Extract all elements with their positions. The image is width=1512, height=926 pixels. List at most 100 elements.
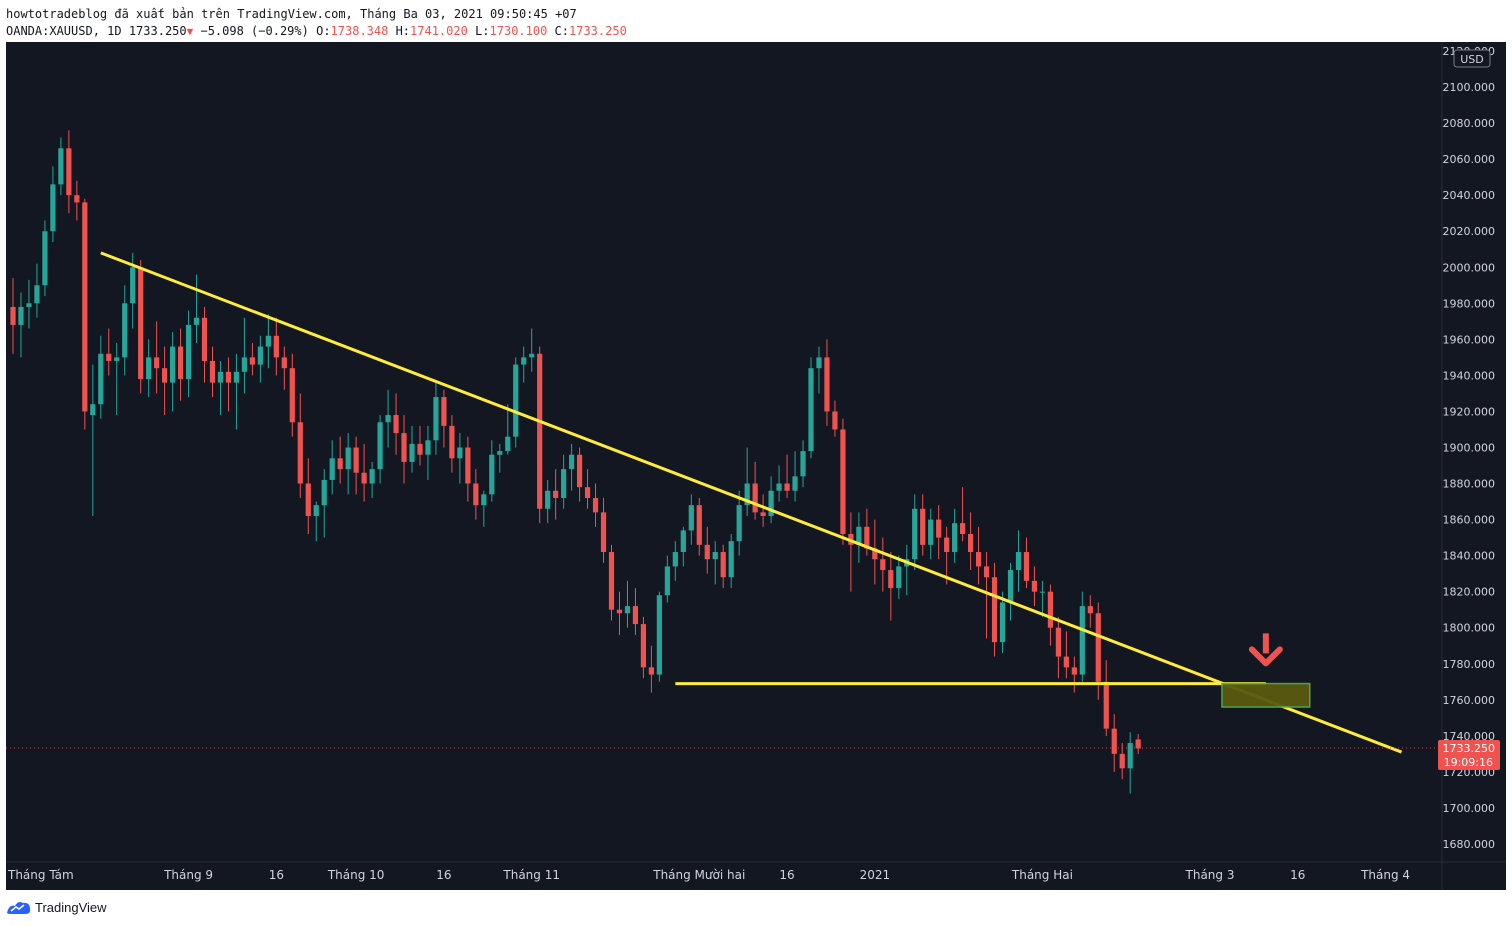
candle-body bbox=[840, 429, 846, 534]
x-tick-label: 2021 bbox=[860, 868, 891, 882]
candle-body bbox=[776, 483, 782, 491]
candle-body bbox=[1039, 591, 1046, 593]
candle-body bbox=[233, 371, 240, 383]
candle-body bbox=[768, 490, 774, 516]
candle-body bbox=[50, 184, 56, 232]
candle-body bbox=[888, 570, 894, 589]
open-value: 1738.348 bbox=[330, 24, 389, 38]
candle-body bbox=[999, 602, 1006, 643]
candle-body bbox=[162, 368, 168, 383]
candle-body bbox=[457, 447, 463, 459]
candle-body bbox=[193, 317, 200, 325]
candle-body bbox=[553, 490, 559, 498]
y-tick-label: 1880.000 bbox=[1443, 478, 1496, 491]
candle-body bbox=[361, 472, 367, 484]
candle-body bbox=[1047, 591, 1053, 628]
candle-body bbox=[576, 454, 583, 488]
tradingview-logo-icon bbox=[7, 902, 31, 914]
candle-body bbox=[640, 624, 647, 668]
candle-body bbox=[968, 534, 974, 553]
candle-body bbox=[489, 454, 495, 495]
candle-body bbox=[185, 324, 192, 380]
time-axis[interactable] bbox=[6, 862, 1506, 890]
candle-body bbox=[792, 476, 798, 491]
arrow-head-icon bbox=[1248, 646, 1283, 667]
candle-body bbox=[920, 508, 926, 545]
candle-body bbox=[800, 451, 806, 477]
x-axis-ticks: Tháng Tám Tháng 9 16 Tháng 10 16 Tháng 11 Thán… bbox=[7, 868, 1410, 882]
candle-body bbox=[1119, 753, 1125, 769]
candle-body bbox=[241, 357, 248, 372]
candle-body bbox=[832, 411, 838, 430]
arrow-down-icon bbox=[1262, 633, 1269, 654]
candle-body bbox=[816, 357, 822, 369]
y-tick-label: 1980.000 bbox=[1443, 297, 1496, 310]
candle-body bbox=[18, 306, 24, 325]
candle-body bbox=[257, 346, 263, 365]
candle-body bbox=[616, 609, 623, 614]
candle-body bbox=[170, 346, 176, 383]
candle-body bbox=[98, 353, 104, 405]
candle-body bbox=[1063, 656, 1069, 668]
x-tick-label: Tháng 4 bbox=[1360, 868, 1410, 882]
price-axis[interactable] bbox=[1442, 42, 1506, 862]
y-tick-label: 1680.000 bbox=[1443, 838, 1496, 851]
candle-body bbox=[385, 415, 391, 423]
candle-body bbox=[960, 523, 966, 534]
candle-body bbox=[680, 530, 686, 553]
candle-body bbox=[872, 548, 878, 560]
candle-body bbox=[736, 505, 742, 542]
candle-body bbox=[880, 559, 886, 571]
x-tick-label: 16 bbox=[269, 868, 284, 882]
candle-body bbox=[1031, 580, 1038, 592]
candle-body bbox=[433, 397, 439, 441]
candle-body bbox=[944, 537, 950, 553]
candle-body bbox=[632, 606, 639, 625]
tradingview-footer[interactable]: TradingView bbox=[6, 899, 107, 915]
candle-body bbox=[401, 433, 407, 462]
candle-body bbox=[481, 494, 487, 506]
candle-body bbox=[130, 267, 136, 304]
close-value: 1733.250 bbox=[569, 24, 627, 38]
candle-body bbox=[497, 451, 503, 455]
tradingview-brand: TradingView bbox=[35, 899, 107, 915]
x-tick-label: 16 bbox=[436, 868, 451, 882]
plot-area[interactable] bbox=[6, 42, 1442, 862]
candle-body bbox=[912, 508, 918, 560]
x-tick-label: Tháng Mười hai bbox=[652, 868, 745, 882]
candle-body bbox=[600, 512, 607, 553]
candle-body bbox=[1111, 728, 1117, 754]
candle-body bbox=[154, 357, 160, 369]
candle-body bbox=[297, 422, 303, 484]
candle-body bbox=[449, 425, 455, 459]
currency-badge[interactable]: USD bbox=[1453, 49, 1491, 68]
y-tick-label: 1960.000 bbox=[1443, 333, 1496, 346]
candle-body bbox=[122, 303, 128, 358]
currency-label: USD bbox=[1460, 53, 1484, 66]
symbol-name[interactable]: OANDA:XAUUSD, 1D bbox=[6, 24, 122, 38]
x-tick-label: Tháng 11 bbox=[502, 868, 560, 882]
candle-body bbox=[728, 541, 734, 578]
candle-body bbox=[353, 447, 359, 473]
candle-body bbox=[1135, 739, 1141, 749]
y-tick-label: 2020.000 bbox=[1443, 225, 1496, 238]
candle-body bbox=[1023, 552, 1030, 581]
candle-body bbox=[1079, 606, 1085, 675]
candle-body bbox=[177, 346, 184, 380]
candle-body bbox=[808, 368, 814, 452]
y-tick-label: 1800.000 bbox=[1443, 622, 1496, 635]
y-tick-label: 1700.000 bbox=[1443, 802, 1496, 815]
candle-body bbox=[305, 483, 311, 516]
candle-body bbox=[1007, 570, 1014, 603]
annotations-group bbox=[100, 251, 1403, 754]
candles-group bbox=[10, 130, 1141, 794]
candle-body bbox=[273, 335, 279, 358]
candle-body bbox=[289, 368, 295, 423]
candle-body bbox=[569, 454, 575, 470]
candle-body bbox=[281, 357, 287, 369]
high-value: 1741.020 bbox=[410, 24, 468, 38]
close-label: C: bbox=[554, 24, 569, 38]
x-tick-label: Tháng 9 bbox=[163, 868, 213, 882]
candle-body bbox=[329, 458, 335, 480]
